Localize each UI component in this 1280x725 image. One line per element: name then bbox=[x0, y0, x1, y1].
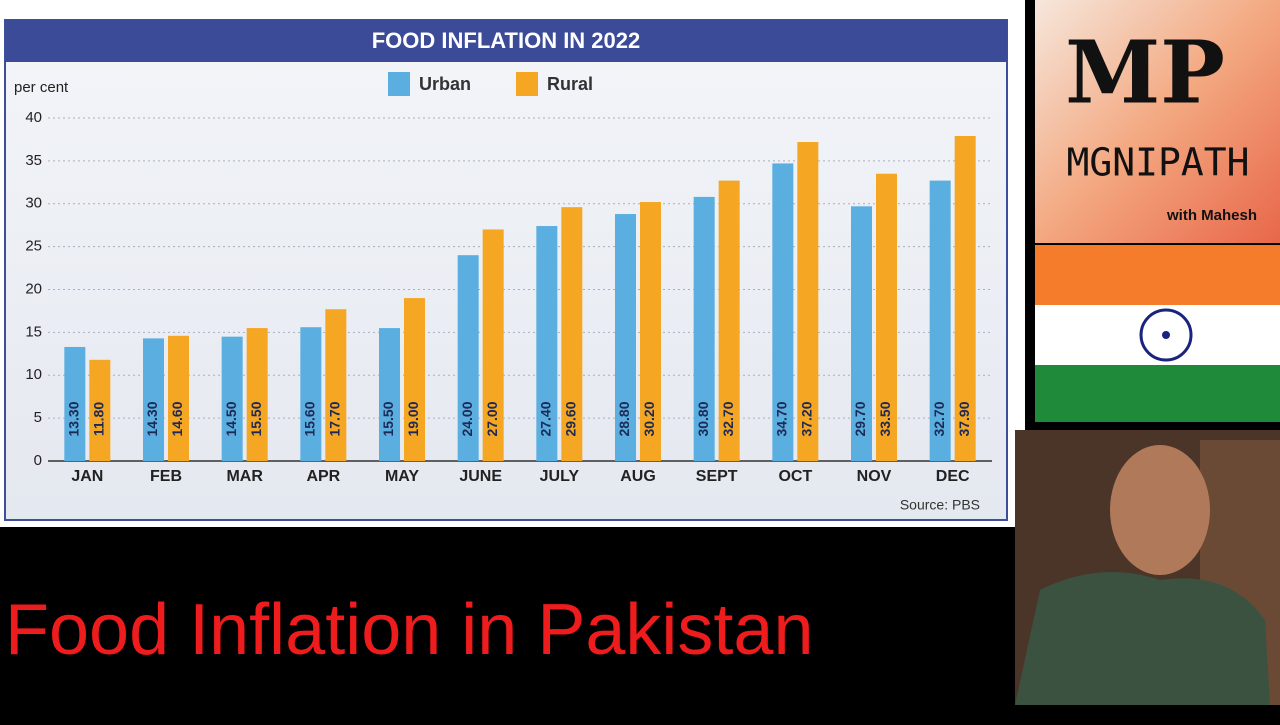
legend-swatch bbox=[516, 72, 538, 96]
bar bbox=[954, 136, 976, 461]
value-label: 37.20 bbox=[799, 401, 815, 436]
bar bbox=[246, 328, 268, 461]
logo-name: MGNIPATH bbox=[1066, 141, 1249, 185]
value-label: 27.00 bbox=[484, 401, 500, 436]
x-tick-label: NOV bbox=[857, 468, 892, 485]
value-label: 30.20 bbox=[641, 401, 657, 436]
bar bbox=[536, 226, 558, 461]
caption: Food Inflation in Pakistan bbox=[5, 590, 814, 670]
value-label: 32.70 bbox=[931, 401, 947, 436]
value-label: 37.90 bbox=[956, 401, 972, 436]
bar bbox=[64, 346, 86, 461]
bar bbox=[851, 206, 872, 461]
x-tick-label: APR bbox=[306, 468, 340, 485]
value-label: 34.70 bbox=[774, 401, 790, 436]
bar bbox=[325, 309, 347, 461]
value-label: 28.80 bbox=[616, 401, 632, 436]
bar bbox=[168, 335, 189, 461]
source: Source: PBS bbox=[900, 497, 980, 513]
x-tick-label: JULY bbox=[540, 468, 580, 485]
y-tick-label: 35 bbox=[25, 152, 42, 169]
chart-title: FOOD INFLATION IN 2022 bbox=[372, 28, 641, 53]
bar bbox=[457, 255, 479, 461]
bar bbox=[693, 196, 715, 461]
webcam-face bbox=[1110, 445, 1210, 575]
x-tick-label: SEPT bbox=[696, 468, 738, 485]
bar bbox=[929, 180, 951, 461]
y-axis-label: per cent bbox=[14, 79, 69, 96]
bar bbox=[772, 163, 794, 461]
bar bbox=[876, 173, 897, 462]
bar bbox=[561, 207, 583, 461]
value-label: 32.70 bbox=[720, 401, 736, 436]
flag-chakra-hub bbox=[1162, 331, 1170, 339]
y-tick-label: 40 bbox=[25, 109, 42, 126]
bar bbox=[718, 180, 740, 461]
logo-tagline: with Mahesh bbox=[1166, 207, 1257, 224]
x-tick-label: FEB bbox=[150, 468, 182, 485]
bar bbox=[143, 338, 164, 461]
legend-swatch bbox=[388, 72, 410, 96]
value-label: 11.80 bbox=[91, 402, 107, 436]
value-label: 13.30 bbox=[66, 401, 82, 436]
bar bbox=[379, 328, 400, 461]
title-bar bbox=[5, 20, 1007, 62]
x-tick-label: JAN bbox=[71, 468, 103, 485]
bar bbox=[404, 298, 425, 461]
value-label: 19.00 bbox=[405, 401, 421, 436]
legend-label: Rural bbox=[547, 74, 593, 94]
bar bbox=[640, 202, 661, 461]
bar bbox=[300, 327, 322, 461]
x-tick-label: AUG bbox=[620, 468, 656, 485]
value-label: 17.70 bbox=[327, 401, 343, 436]
y-tick-label: 5 bbox=[34, 409, 42, 426]
plot: 0 5 10 15 20 25 30 35 40 Urban Rural JAN 13.30 11.80 F… bbox=[25, 72, 992, 485]
value-label: 15.50 bbox=[248, 401, 264, 436]
webcam-shirt bbox=[1015, 572, 1270, 705]
y-tick-label: 10 bbox=[25, 366, 42, 383]
y-tick-label: 25 bbox=[25, 238, 42, 255]
x-tick-label: JUNE bbox=[459, 468, 502, 485]
y-tick-label: 0 bbox=[34, 452, 42, 469]
value-label: 14.60 bbox=[169, 401, 185, 436]
x-tick-label: MAY bbox=[385, 468, 419, 485]
legend-label: Urban bbox=[419, 74, 471, 94]
flag-saffron bbox=[1035, 245, 1280, 305]
logo-mark: MP bbox=[1065, 23, 1225, 124]
flag-chakra bbox=[1139, 308, 1193, 362]
flag-white bbox=[1035, 305, 1280, 365]
value-label: 33.50 bbox=[877, 401, 893, 436]
logo-panel bbox=[1035, 0, 1280, 243]
value-label: 15.60 bbox=[302, 401, 318, 436]
value-label: 29.70 bbox=[852, 401, 868, 436]
value-label: 27.40 bbox=[538, 401, 554, 436]
bar bbox=[89, 359, 111, 461]
value-label: 30.80 bbox=[695, 401, 711, 436]
x-tick-label: DEC bbox=[936, 468, 970, 485]
value-label: 29.60 bbox=[563, 401, 579, 436]
bar bbox=[221, 336, 243, 461]
value-label: 14.30 bbox=[144, 401, 160, 436]
x-tick-label: MAR bbox=[226, 468, 263, 485]
flag-green bbox=[1035, 365, 1280, 422]
value-label: 24.00 bbox=[459, 401, 475, 436]
y-tick-label: 30 bbox=[25, 195, 42, 212]
bar bbox=[797, 142, 819, 461]
bar bbox=[482, 229, 504, 461]
y-tick-label: 20 bbox=[25, 280, 42, 297]
value-label: 14.50 bbox=[223, 401, 239, 436]
x-tick-label: OCT bbox=[778, 468, 812, 485]
bar bbox=[615, 214, 636, 461]
y-tick-label: 15 bbox=[25, 323, 42, 340]
value-label: 15.50 bbox=[380, 401, 396, 436]
